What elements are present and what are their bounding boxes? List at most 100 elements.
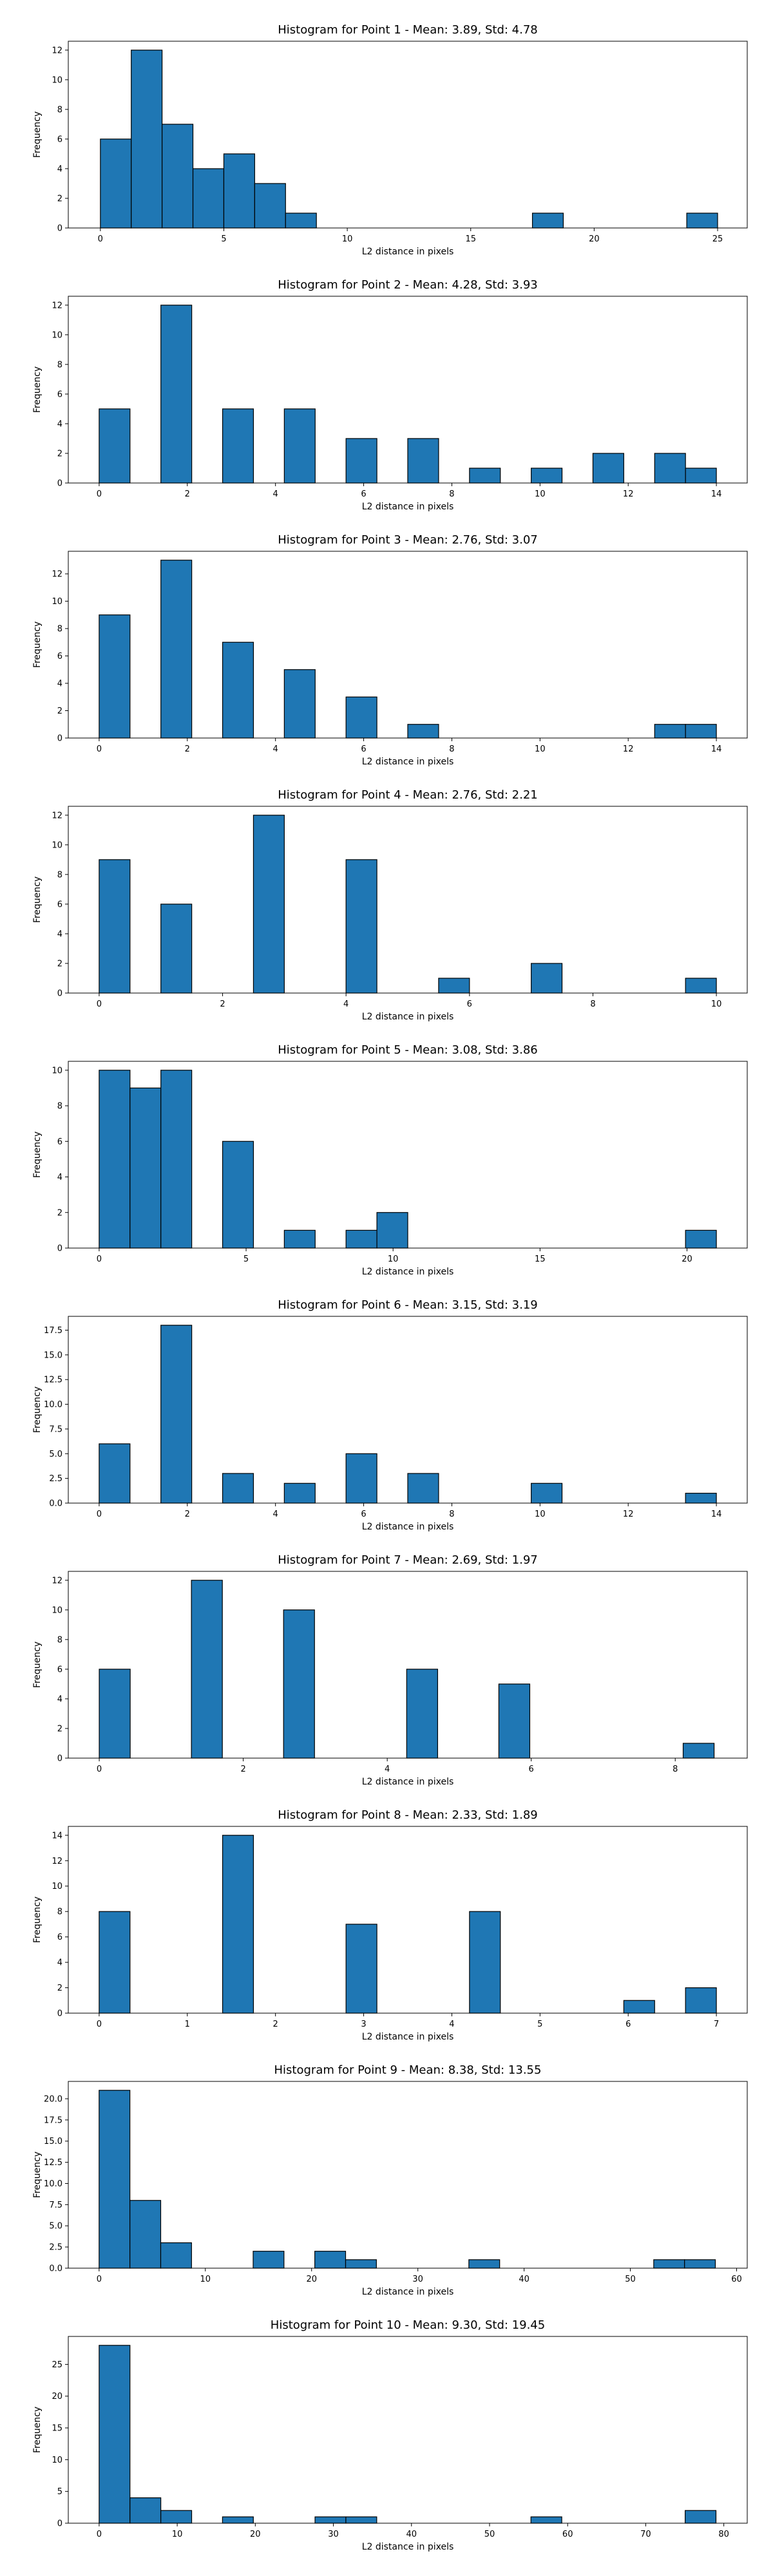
y-tick-label: 8 [57, 1102, 62, 1112]
histogram-bar [222, 2516, 254, 2524]
y-tick-label: 5.0 [49, 1450, 62, 1459]
histogram-bar [222, 408, 254, 484]
x-tick-label: 15 [465, 234, 476, 244]
histogram-bar [314, 2251, 347, 2269]
histogram-bar [345, 1924, 377, 2014]
axes-frame [68, 806, 748, 994]
y-tick-label: 10.0 [44, 1400, 62, 1410]
x-tick-label: 6 [361, 489, 366, 499]
x-tick-label: 0 [97, 2530, 102, 2539]
chart-title: Histogram for Point 8 - Mean: 2.33, Std:… [278, 1808, 538, 1822]
histogram-bar [160, 560, 193, 739]
y-tick-label: 17.5 [44, 1326, 62, 1336]
histogram-bar [345, 1229, 377, 1249]
histogram-bar [99, 2345, 131, 2524]
y-tick-label: 0 [57, 989, 62, 999]
y-tick-label: 4 [57, 1958, 62, 1968]
histogram-bar [345, 1453, 377, 1504]
chart-title: Histogram for Point 1 - Mean: 3.89, Std:… [278, 23, 538, 37]
y-tick-label: 17.5 [44, 2116, 62, 2125]
histogram-svg-1: Histogram for Point 1 - Mean: 3.89, Std:… [32, 23, 748, 257]
histogram-panel-1: Histogram for Point 1 - Mean: 3.89, Std:… [0, 3, 773, 258]
histogram-bar [468, 2259, 501, 2269]
x-tick-label: 6 [361, 1510, 366, 1519]
histogram-bar [685, 1987, 717, 2014]
histogram-svg-2: Histogram for Point 2 - Mean: 4.28, Std:… [32, 278, 748, 512]
y-tick-label: 10 [52, 1605, 62, 1615]
y-tick-label: 8 [57, 1635, 62, 1645]
histogram-bar [345, 2516, 377, 2524]
y-tick-label: 0 [57, 2519, 62, 2529]
y-tick-label: 0 [57, 1754, 62, 1764]
y-tick-label: 4 [57, 929, 62, 939]
histogram-bar [222, 1835, 254, 2014]
x-tick-label: 0 [97, 489, 102, 499]
x-tick-label: 3 [361, 2020, 366, 2029]
histogram-bar [531, 963, 563, 994]
histogram-bar [531, 213, 564, 229]
y-tick-label: 0.0 [49, 2264, 62, 2274]
histogram-panel-6: Histogram for Point 6 - Mean: 3.15, Std:… [0, 1278, 773, 1533]
y-tick-label: 8 [57, 105, 62, 115]
axes-frame [68, 1571, 748, 1759]
histogram-bar [345, 696, 377, 739]
axes-frame [68, 1826, 748, 2014]
histogram-bar [685, 1229, 717, 1249]
x-tick-label: 4 [273, 489, 278, 499]
histogram-bar [99, 408, 131, 484]
y-tick-label: 2.5 [49, 2243, 62, 2253]
y-tick-label: 5 [57, 2487, 62, 2497]
histogram-bar [160, 904, 193, 994]
y-axis-label: Frequency [32, 2407, 43, 2453]
y-tick-label: 6 [57, 1137, 62, 1147]
y-tick-label: 0 [57, 1244, 62, 1254]
histogram-bar [285, 213, 317, 229]
y-axis-label: Frequency [32, 1642, 43, 1688]
histogram-bar [99, 1070, 131, 1249]
histogram-svg-8: Histogram for Point 8 - Mean: 2.33, Std:… [32, 1808, 748, 2042]
histogram-panel-5: Histogram for Point 5 - Mean: 3.08, Std:… [0, 1023, 773, 1278]
x-tick-label: 50 [484, 2530, 495, 2539]
y-tick-label: 2 [57, 706, 62, 716]
histogram-bar [407, 1473, 439, 1504]
histogram-bar [623, 2000, 655, 2014]
histogram-svg-7: Histogram for Point 7 - Mean: 2.69, Std:… [32, 1553, 748, 1787]
x-axis-label: L2 distance in pixels [362, 1267, 454, 1277]
y-tick-label: 0.0 [49, 1499, 62, 1509]
histogram-panel-7: Histogram for Point 7 - Mean: 2.69, Std:… [0, 1533, 773, 1788]
y-tick-label: 8 [57, 1908, 62, 1917]
x-tick-label: 60 [731, 2275, 742, 2284]
x-axis-label: L2 distance in pixels [362, 502, 454, 512]
axes-frame [68, 2081, 748, 2269]
histogram-bar [654, 453, 686, 484]
histogram-svg-3: Histogram for Point 3 - Mean: 2.76, Std:… [32, 533, 748, 767]
x-tick-label: 30 [412, 2275, 423, 2284]
histogram-bar [345, 2259, 377, 2269]
x-tick-label: 1 [185, 2020, 190, 2029]
y-tick-label: 4 [57, 164, 62, 174]
histogram-bar [99, 1911, 131, 2014]
chart-title: Histogram for Point 5 - Mean: 3.08, Std:… [278, 1043, 538, 1057]
x-tick-label: 8 [449, 744, 454, 754]
x-tick-label: 10 [172, 2530, 183, 2539]
axes-frame [68, 1316, 748, 1504]
histogram-bar [314, 2516, 347, 2524]
x-tick-label: 6 [529, 1765, 534, 1774]
y-tick-label: 4 [57, 679, 62, 689]
axes-frame [68, 296, 748, 484]
y-tick-label: 15 [52, 2424, 62, 2434]
histogram-bar [345, 859, 377, 994]
histogram-bar [685, 1493, 717, 1504]
histogram-bar [406, 1669, 438, 1759]
y-tick-label: 0 [57, 2009, 62, 2019]
x-tick-label: 2 [185, 489, 190, 499]
histogram-bar [192, 168, 225, 229]
x-tick-label: 10 [535, 489, 546, 499]
x-tick-label: 8 [673, 1765, 678, 1774]
x-tick-label: 2 [185, 1510, 190, 1519]
y-tick-label: 12 [52, 811, 62, 820]
histogram-bar [223, 153, 255, 229]
y-axis-label: Frequency [32, 621, 43, 668]
histogram-bar [469, 468, 501, 484]
x-tick-label: 0 [97, 2275, 102, 2284]
